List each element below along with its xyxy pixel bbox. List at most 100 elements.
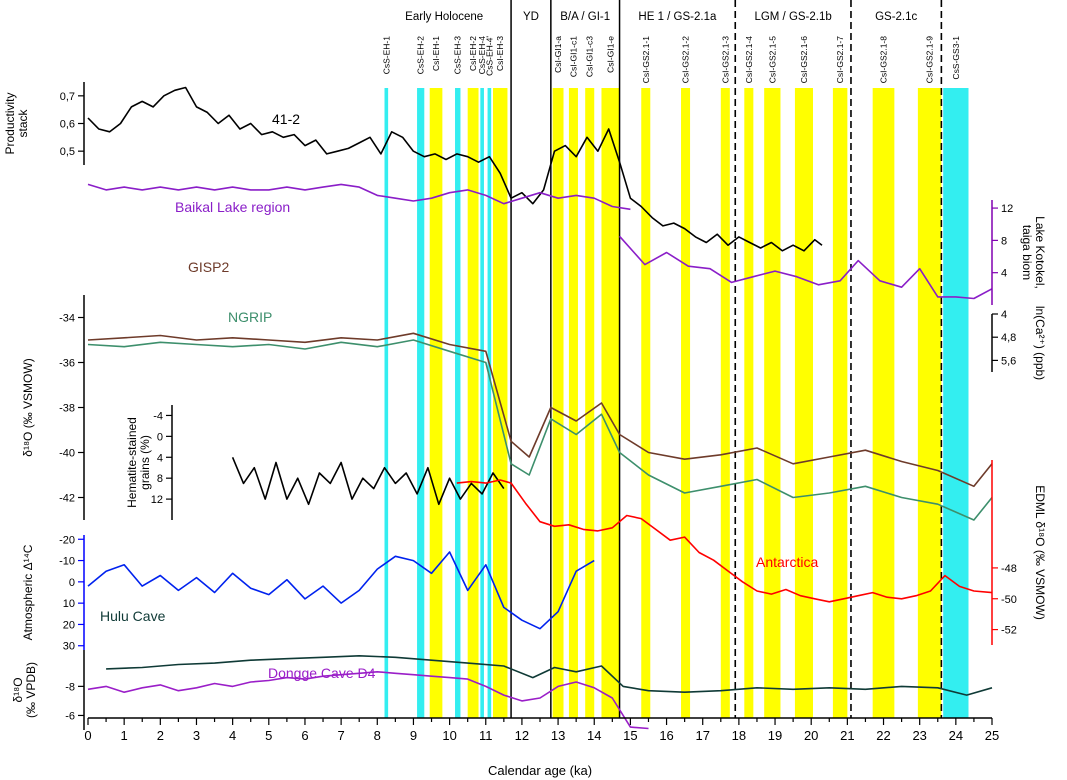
period-label-0: Early Holocene	[405, 11, 483, 23]
event-band-18	[832, 88, 848, 718]
x-minor-tick-label-1: 0,5	[105, 739, 107, 741]
event-band-2	[429, 88, 443, 718]
x-tick-label-28: 14	[587, 728, 601, 743]
x-tick-label-14: 7	[338, 728, 345, 743]
x-minor-tick-label-39: 19,5	[792, 739, 794, 741]
event-band-label-8: CsI-GI1-a	[553, 36, 563, 73]
event-band-11	[601, 88, 620, 718]
event-band-12	[641, 88, 651, 718]
x-tick-label-2: 1	[121, 728, 128, 743]
x-minor-tick-label-15: 7,5	[359, 739, 361, 741]
x-minor-tick-label-25: 12,5	[539, 739, 541, 741]
y-axis-title-line-kotokel-1: taiga biom	[1020, 225, 1034, 280]
x-tick-label-4: 2	[157, 728, 164, 743]
y-axis-title-line-kotokel-0: Lake Kotokel,	[1033, 216, 1047, 289]
x-minor-tick-label-35: 17,5	[720, 739, 722, 741]
x-tick-label-32: 16	[659, 728, 673, 743]
y-tick-label-d18o_cave-1: -6	[65, 710, 75, 722]
series-line-0	[87, 86, 823, 252]
series-line-1	[87, 183, 631, 211]
x-tick-label-24: 12	[515, 728, 529, 743]
event-band-label-9: CsI-GI1-c1	[568, 36, 578, 77]
x-tick-label-36: 18	[732, 728, 746, 743]
x-tick-label-50: 25	[985, 728, 999, 743]
series-annotation-0: 41-2	[272, 111, 300, 127]
event-band-label-13: CsI-GS2.1-2	[681, 36, 691, 84]
y-axis-title-edml: EDML δ¹⁸O (‰ VSMOW)	[1033, 485, 1047, 620]
y-axis-title-ca: ln(Ca²⁺) (ppb)	[1033, 306, 1047, 380]
y-axis-title-d18o_cave: δ¹⁸O(‰ VPDB)	[11, 662, 38, 718]
event-band-8	[552, 88, 564, 718]
y-tick-label-d18o_greenland-1: -36	[59, 358, 75, 370]
y-axis-title-line-productivity-0: Productivity	[3, 92, 17, 154]
series-annotation-2: GISP2	[188, 259, 229, 275]
series-line-6	[456, 479, 993, 603]
x-minor-tick-label-33: 16,5	[684, 739, 686, 741]
series-annotation-1: Baikal Lake region	[175, 199, 290, 215]
event-band-4	[467, 88, 479, 718]
y-axis-title-line-d18o_cave-1: (‰ VPDB)	[24, 662, 38, 718]
x-minor-tick-label-43: 21,5	[864, 739, 866, 741]
x-minor-tick-label-9: 4,5	[250, 739, 252, 741]
y-tick-label-d14c-5: 30	[63, 641, 75, 653]
y-tick-label-edml-0: -48	[1001, 563, 1017, 575]
x-tick-label-30: 15	[623, 728, 637, 743]
y-axis-title-line-ca-0: ln(Ca²⁺) (ppb)	[1033, 306, 1047, 380]
y-tick-label-hematite-3: 8	[157, 473, 163, 485]
x-minor-tick-label-5: 2,5	[178, 739, 180, 741]
x-tick-label-40: 20	[804, 728, 818, 743]
period-label-1: YD	[523, 11, 539, 23]
x-tick-label-22: 11	[479, 728, 493, 743]
x-axis-title: Calendar age (ka)	[488, 763, 592, 778]
y-axis-title-kotokel: Lake Kotokel,taiga biom	[1020, 216, 1047, 289]
x-minor-tick-label-49: 24,5	[973, 739, 975, 741]
x-minor-tick-label-29: 14,5	[611, 739, 613, 741]
x-tick-label-26: 13	[551, 728, 565, 743]
x-tick-label-16: 8	[374, 728, 381, 743]
y-tick-label-d18o_greenland-3: -40	[59, 448, 75, 460]
y-tick-label-kotokel-1: 8	[1001, 235, 1007, 247]
x-tick-label-18: 9	[410, 728, 417, 743]
y-tick-label-d18o_greenland-0: -34	[59, 313, 75, 325]
y-axis-title-line-d18o_greenland-0: δ¹⁸O (‰ VSMOW)	[21, 358, 35, 456]
series-annotation-4: Antarctica	[756, 554, 818, 570]
axes-group: 0,5 0,6 0,7 Productivitystack 4 8 12 Lake Kotok…	[3, 82, 1047, 730]
event-band-17	[794, 88, 814, 718]
event-band-label-21: CsS-GS3-1	[951, 36, 961, 80]
period-label-5: GS-2.1c	[875, 11, 917, 23]
y-tick-label-d18o_greenland-4: -42	[59, 493, 75, 505]
event-band-label-19: CsI-GS2.1-8	[879, 36, 889, 84]
event-band-label-14: CsI-GS2.1-3	[720, 36, 730, 84]
y-tick-label-d14c-0: -20	[59, 534, 75, 546]
event-band-9	[568, 88, 578, 718]
event-band-14	[720, 88, 730, 718]
y-tick-label-hematite-0: -4	[153, 410, 163, 422]
x-minor-tick-label-47: 23,5	[937, 739, 939, 741]
x-minor-tick-label-23: 11,5	[503, 739, 505, 741]
y-axis-title-d18o_greenland: δ¹⁸O (‰ VSMOW)	[21, 358, 35, 456]
x-minor-tick-label-7: 3,5	[214, 739, 216, 741]
y-tick-label-d18o_greenland-2: -38	[59, 403, 75, 415]
x-tick-label-48: 24	[949, 728, 963, 743]
y-axis-title-d14c: Atmospheric Δ¹⁴C	[21, 544, 35, 640]
x-minor-tick-label-31: 15,5	[648, 739, 650, 741]
y-tick-label-d14c-4: 20	[63, 619, 75, 631]
period-labels: Early Holocene YD B/A / GI-1 HE 1 / GS-2.1a…	[405, 11, 917, 23]
x-minor-tick-label-17: 8,5	[395, 739, 397, 741]
series-lines	[87, 86, 993, 730]
event-band-label-15: CsI-GS2.1-4	[744, 36, 754, 84]
event-band-1	[417, 88, 425, 718]
y-tick-label-productivity-1: 0,6	[60, 119, 75, 131]
series-line-9	[87, 670, 649, 730]
x-tick-label-44: 22	[876, 728, 890, 743]
y-axis-title-productivity: Productivitystack	[3, 92, 30, 154]
event-band-16	[764, 88, 781, 718]
event-band-6	[487, 88, 492, 718]
y-tick-label-ca-1: 4,8	[1001, 332, 1016, 344]
x-tick-label-0: 0	[84, 728, 91, 743]
event-band-label-10: CsI-GI1-c3	[585, 36, 595, 77]
x-minor-tick-label-3: 1,5	[142, 739, 144, 741]
y-tick-label-d14c-2: 0	[69, 577, 75, 589]
y-tick-label-kotokel-0: 4	[1001, 268, 1007, 280]
